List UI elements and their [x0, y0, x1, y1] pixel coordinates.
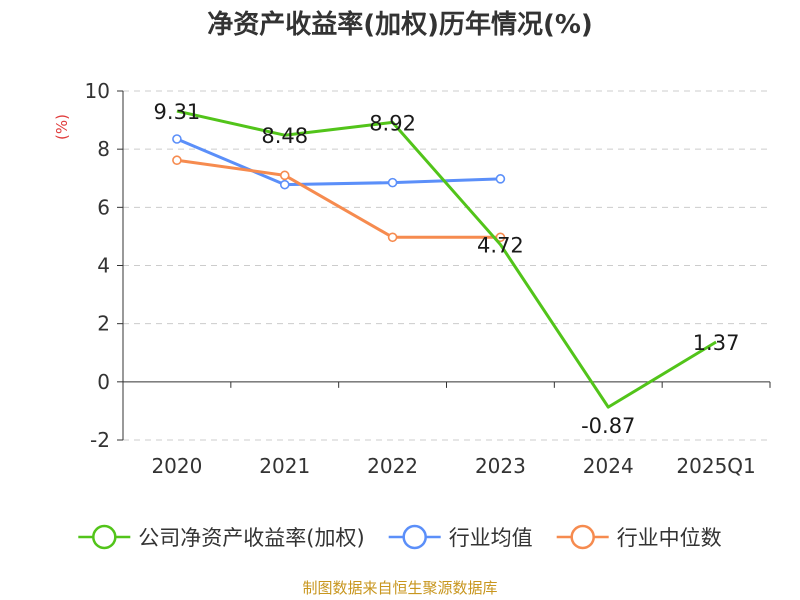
data-point [495, 174, 506, 184]
legend-circle-icon [570, 524, 595, 550]
data-point [387, 232, 398, 243]
legend-label: 行业均值 [449, 526, 533, 550]
data-label: 9.31 [154, 100, 201, 124]
data-point [279, 179, 290, 190]
data-label: 1.37 [693, 331, 740, 355]
y-axis-label: (%) [53, 114, 71, 140]
x-tick-label: 2025Q1 [676, 454, 755, 478]
legend-circle-icon [92, 524, 117, 550]
data-label: 4.72 [477, 234, 524, 258]
legend-circle-icon [402, 524, 427, 550]
y-tick-label: 2 [97, 312, 110, 336]
legend-label: 公司净资产收益率(加权) [138, 526, 364, 550]
x-tick-label: 2022 [367, 454, 418, 478]
y-tick-label: 0 [97, 370, 110, 394]
data-point [172, 155, 182, 166]
series-line [176, 158, 501, 239]
data-point [172, 134, 182, 144]
data-label: 8.92 [369, 111, 416, 135]
series-line [176, 137, 501, 187]
chart-title: 净资产收益率(加权)历年情况(%) [207, 10, 593, 40]
data-point [279, 170, 290, 181]
x-tick-label: 2021 [259, 454, 310, 478]
y-tick-label: 4 [97, 254, 110, 278]
x-tick-label: 2020 [151, 454, 202, 478]
source-note: 制图数据来自恒生聚源数据库 [302, 579, 498, 597]
y-tick-label: -2 [90, 428, 110, 452]
x-tick-label: 2023 [475, 454, 526, 478]
data-label: -0.87 [581, 414, 635, 438]
data-label: 8.48 [261, 124, 308, 148]
legend-label: 行业中位数 [617, 526, 722, 550]
x-tick-label: 2024 [583, 454, 634, 478]
y-tick-label: 10 [85, 79, 110, 103]
series-line [176, 109, 717, 409]
y-tick-label: 8 [97, 137, 110, 161]
data-point [387, 177, 398, 188]
data-point [495, 232, 506, 243]
y-tick-label: 6 [97, 195, 110, 219]
